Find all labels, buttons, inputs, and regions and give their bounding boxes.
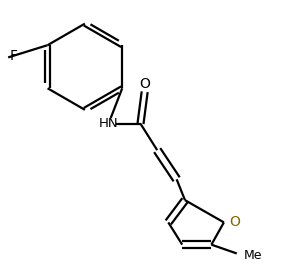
Text: HN: HN (99, 117, 118, 130)
Text: O: O (139, 77, 150, 91)
Text: F: F (10, 49, 18, 63)
Text: Me: Me (243, 249, 262, 262)
Text: O: O (229, 215, 240, 229)
